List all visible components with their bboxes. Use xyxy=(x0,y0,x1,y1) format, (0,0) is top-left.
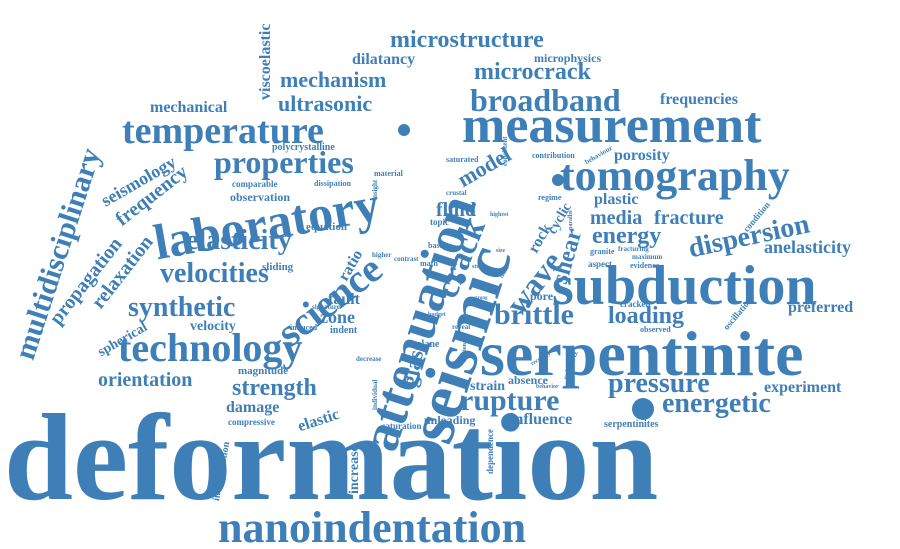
word-viscoelastic: viscoelastic xyxy=(257,23,274,100)
word-compressive: compressive xyxy=(228,417,275,427)
word-plane: plane xyxy=(416,339,440,350)
word-insight: insight xyxy=(371,179,379,200)
word-energy: energy xyxy=(592,223,662,249)
word-aspect: aspect xyxy=(588,259,612,269)
word-comparable: comparable xyxy=(232,179,278,189)
word-preferred: preferred xyxy=(788,299,854,316)
word-regime: regime xyxy=(538,193,562,202)
decorative-dot xyxy=(632,398,654,420)
word-signature: signature xyxy=(312,303,340,311)
word-equation: equation xyxy=(306,221,347,233)
word-influence: influence xyxy=(510,411,573,428)
word-unloading: unloading xyxy=(424,413,476,427)
word-deformation: deformation xyxy=(4,389,659,526)
word-loading: loading xyxy=(608,303,685,329)
word-decrease: decrease xyxy=(356,355,382,363)
word-porosity: porosity xyxy=(614,147,670,164)
word-material: material xyxy=(374,169,403,178)
word-pore: pore xyxy=(530,289,554,303)
word-indent: indent xyxy=(330,325,358,336)
word-fracturing: fracturing xyxy=(618,245,649,253)
word-subduction: subduction xyxy=(552,255,817,317)
word-study: study xyxy=(472,264,487,270)
word-dissipation: dissipation xyxy=(314,179,351,188)
word-size: size xyxy=(496,248,506,254)
word-absence: absence xyxy=(508,373,548,387)
word-strong: strong xyxy=(474,296,488,301)
word-frequencies: frequencies xyxy=(660,91,738,108)
decorative-dot xyxy=(398,124,410,136)
word-math: math xyxy=(420,259,438,268)
word-fracture: fracture xyxy=(654,207,724,229)
word-highest: highest xyxy=(490,212,509,218)
word-dependence: dependence xyxy=(485,429,495,474)
word-evidence: evidence xyxy=(630,261,660,270)
word-tomography: tomography xyxy=(560,151,790,200)
word-nanoindentation: nanoindentation xyxy=(218,503,527,549)
word-higher: higher xyxy=(372,251,392,259)
word-individual: individual xyxy=(371,379,379,410)
word-basal: basal xyxy=(428,241,446,250)
word-velocities: velocities xyxy=(160,258,269,289)
word-frictional: frictional xyxy=(462,338,468,362)
word-brittle: brittle xyxy=(494,298,574,331)
word-budget: budget xyxy=(428,312,446,318)
word-contrast: contrast xyxy=(394,255,419,263)
word-synthetic: synthetic xyxy=(128,292,236,323)
word-properties: properties xyxy=(214,144,354,180)
word-cracked: cracked xyxy=(620,299,651,309)
word-reveal: reveal xyxy=(452,323,471,331)
word-contribution: contribution xyxy=(532,151,575,160)
word-media: media xyxy=(590,207,643,229)
word-pressure: pressure xyxy=(608,368,710,399)
decorative-dot xyxy=(552,174,564,186)
word-observed: observed xyxy=(640,325,671,334)
word-parallel: parallel xyxy=(568,210,574,230)
word-zone: zone xyxy=(320,307,355,327)
word-saturated: saturated xyxy=(446,155,479,164)
word-damage: damage xyxy=(226,399,280,416)
word-dilatancy: dilatancy xyxy=(352,51,416,68)
word-granite: granite xyxy=(590,247,615,256)
word-serpentinites: serpentinites xyxy=(604,419,659,430)
word-sliding: sliding xyxy=(262,261,294,273)
word-mechanism: mechanism xyxy=(280,67,387,92)
word-measurement: measurement xyxy=(462,97,762,154)
word-plastic: plastic xyxy=(594,191,639,208)
word-magnitude: magnitude xyxy=(238,365,289,377)
word-saturation: saturation xyxy=(382,421,422,431)
word-elasticity: elasticity xyxy=(186,225,292,256)
word-consistent: consistent xyxy=(501,136,509,166)
word-fluid: fluid xyxy=(436,199,477,221)
word-induced: induced xyxy=(290,323,318,332)
word-polycrystalline: polycrystalline xyxy=(272,142,335,153)
word-energetic: energetic xyxy=(662,388,771,419)
word-microstructure: microstructure xyxy=(390,27,544,53)
word-experiment: experiment xyxy=(764,379,842,396)
word-microphysics: microphysics xyxy=(534,51,602,65)
word-microcrack: microcrack xyxy=(474,59,591,85)
word-serpentinite: serpentinite xyxy=(480,318,804,389)
word-fault: fault xyxy=(328,291,360,308)
word-crustal: crustal xyxy=(446,189,467,197)
word-strain: strain xyxy=(470,379,505,394)
word-topic: topic xyxy=(430,217,449,227)
word-rupture: rupture xyxy=(460,384,560,417)
word-strength: strength xyxy=(232,375,317,401)
word-anelasticity: anelasticity xyxy=(764,237,851,257)
word-behavior: behavior xyxy=(536,384,559,390)
word-velocity: velocity xyxy=(190,319,236,334)
word-broadband: broadband xyxy=(470,82,621,118)
word-technology: technology xyxy=(118,325,303,370)
word-ultrasonic: ultrasonic xyxy=(278,91,373,116)
word-maximum: maximum xyxy=(632,253,663,261)
word-mechanical: mechanical xyxy=(150,99,228,116)
word-temperature: temperature xyxy=(122,110,324,152)
word-increase: increase xyxy=(347,445,362,494)
word-orientation: orientation xyxy=(98,369,193,391)
word-observation: observation xyxy=(230,190,290,204)
